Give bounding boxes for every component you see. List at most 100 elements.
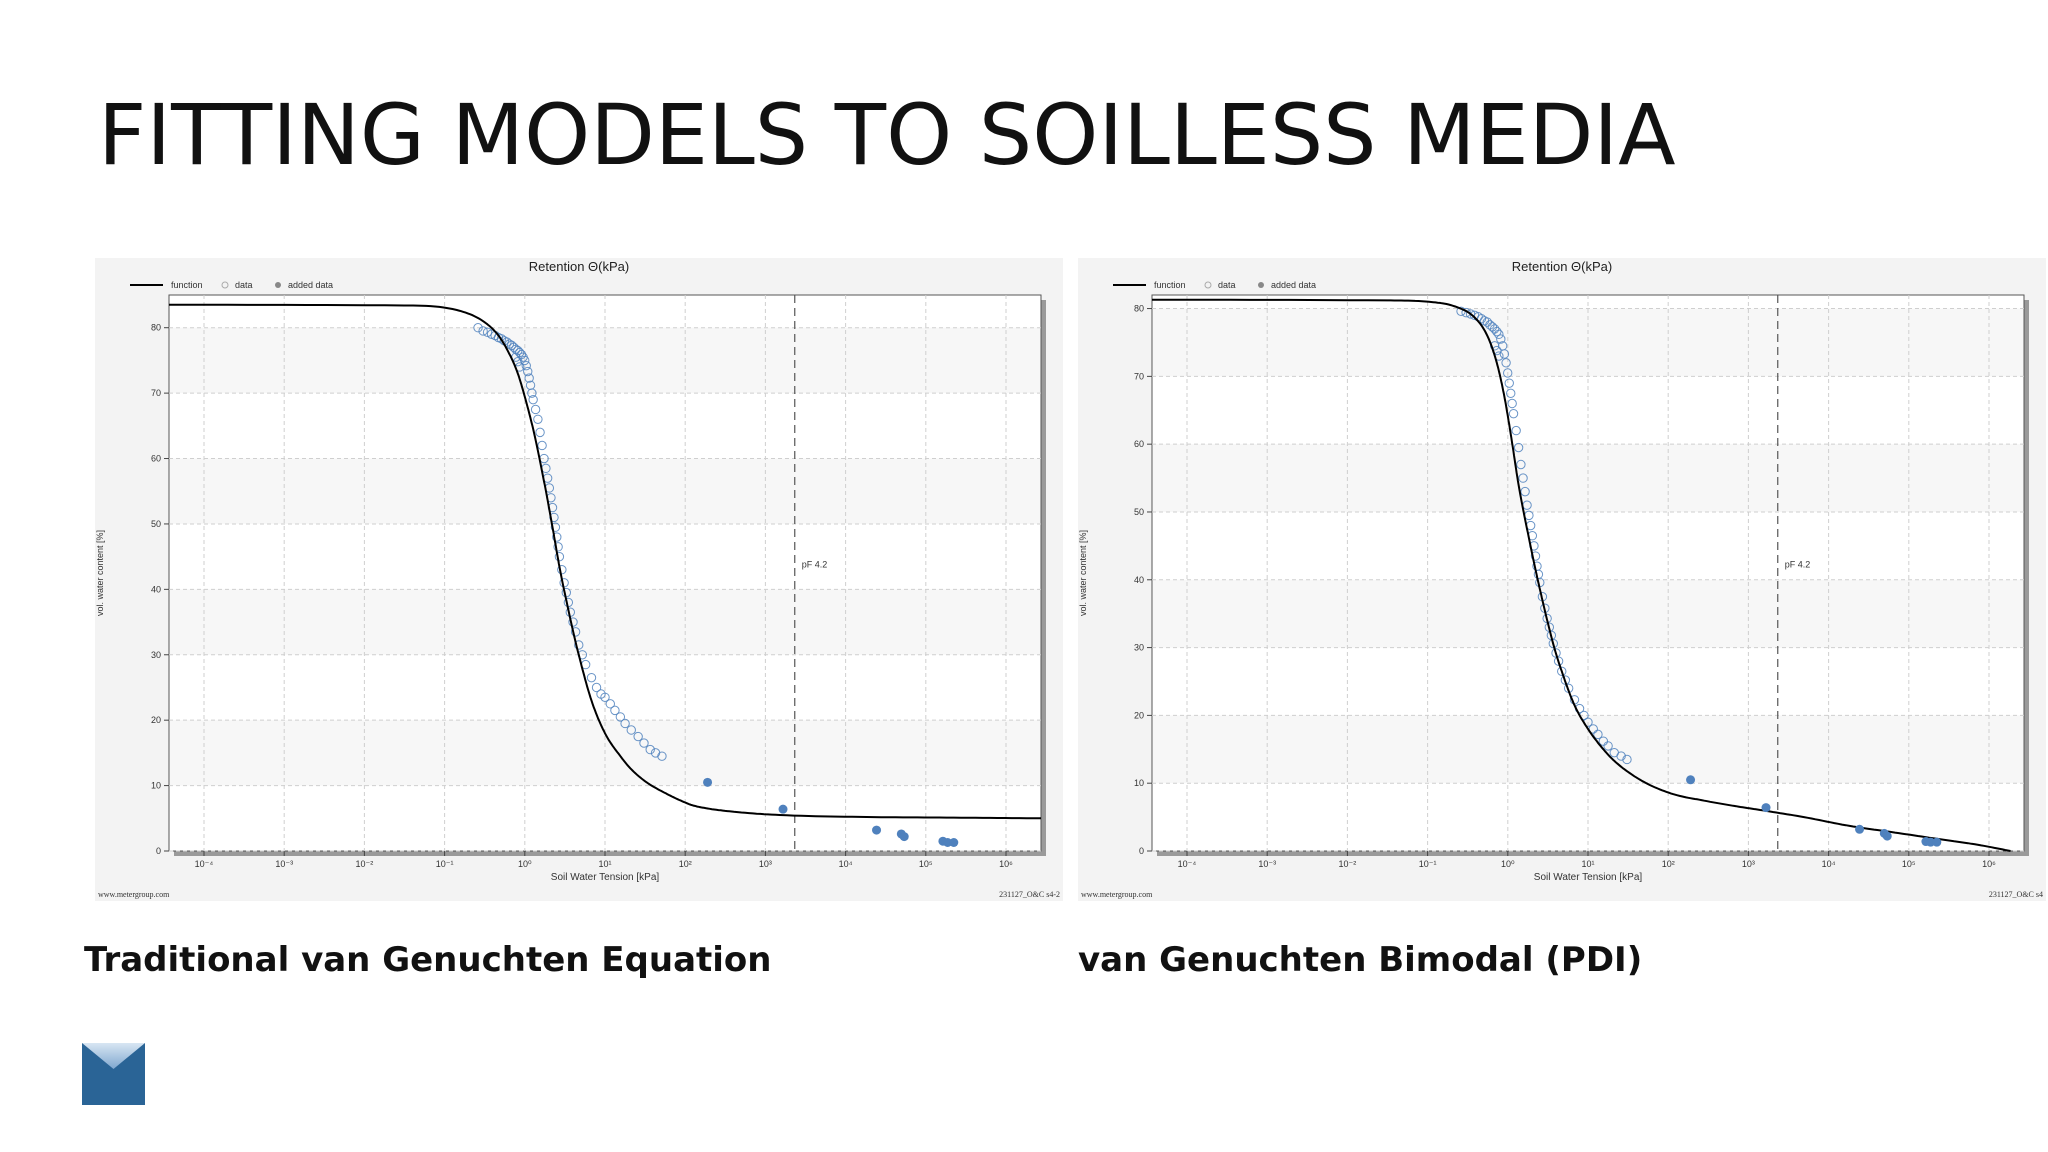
data-point	[1511, 425, 1521, 436]
data-point	[1508, 408, 1519, 419]
y-tick-label: 0	[156, 846, 161, 856]
plot-band	[170, 589, 1040, 655]
x-tick-label: 10⁻²	[1339, 859, 1357, 869]
x-tick-label: 10³	[759, 859, 772, 869]
y-tick-label: 50	[151, 519, 161, 529]
footer-website: www.metergroup.com	[1081, 890, 1153, 899]
data-point	[521, 360, 531, 371]
added-data-point	[943, 837, 953, 847]
added-data-point	[1926, 837, 1936, 847]
y-tick-label: 70	[151, 388, 161, 398]
chart-title: Retention Θ(kPa)	[1512, 259, 1612, 274]
added-data-point	[949, 837, 959, 847]
x-tick-label: 10²	[1662, 859, 1675, 869]
caption-traditional: Traditional van Genuchten Equation	[84, 940, 772, 980]
y-tick-label: 10	[1134, 778, 1144, 788]
legend-data-swatch	[1204, 281, 1212, 289]
data-point	[1501, 358, 1511, 368]
data-point	[552, 532, 562, 542]
x-tick-label: 10⁵	[919, 859, 933, 869]
retention-chart-svg: 0 10 20 30 40 50 60 70 80 10⁻⁴ 10⁻³ 10⁻² 10⁻¹ 10⁰ 10¹ 1…	[95, 258, 1063, 901]
chart-legend: function data added data	[130, 280, 333, 290]
data-point	[615, 712, 626, 722]
data-point	[550, 522, 561, 532]
footer-file-id: 231127_O&C s4-2	[999, 890, 1060, 899]
y-tick-label: 10	[151, 781, 161, 791]
x-tick-label: 10⁴	[1822, 859, 1836, 869]
x-tick-label: 10⁻¹	[436, 859, 454, 869]
data-point	[1603, 741, 1613, 751]
added-data-point	[1855, 824, 1865, 834]
data-point	[1499, 349, 1510, 359]
data-point	[523, 366, 533, 377]
added-data-point	[872, 825, 882, 835]
legend-function-label: function	[1154, 280, 1186, 290]
data-point	[591, 682, 602, 693]
x-tick-label: 10⁰	[518, 859, 532, 869]
data-point	[524, 373, 534, 383]
data-point	[633, 731, 643, 742]
data-point	[533, 414, 543, 424]
footer-file-id: 231127_O&C s4	[1989, 890, 2043, 899]
data-point	[1520, 486, 1530, 497]
caption-bimodal: van Genuchten Bimodal (PDI)	[1078, 940, 1643, 980]
legend-added-data-swatch	[275, 282, 281, 288]
added-data-point	[703, 777, 713, 787]
legend-data-label: data	[235, 280, 253, 290]
x-tick-label: 10²	[679, 859, 692, 869]
chart-legend: function data added data	[1113, 280, 1316, 290]
legend-added-data-swatch	[1258, 282, 1264, 288]
company-logo	[82, 1043, 145, 1105]
legend-added-data-label: added data	[1271, 280, 1316, 290]
y-tick-label: 60	[1134, 439, 1144, 449]
legend-added-data-label: added data	[288, 280, 333, 290]
data-point	[527, 388, 537, 398]
y-tick-label: 30	[151, 650, 161, 660]
x-tick-label: 10⁻⁴	[1178, 859, 1197, 869]
added-data-point	[899, 832, 909, 842]
data-point	[530, 404, 541, 415]
data-point	[620, 718, 630, 729]
logo-chevron	[82, 1043, 145, 1069]
pf42-label: pF 4.2	[1785, 559, 1811, 569]
data-point	[1494, 329, 1504, 340]
y-axis-label: vol. water content [%]	[95, 530, 105, 616]
data-point	[535, 427, 545, 438]
data-point	[1557, 666, 1567, 677]
data-point	[586, 672, 597, 683]
chart-title: Retention Θ(kPa)	[529, 259, 629, 274]
data-point	[1503, 368, 1513, 378]
y-tick-label: 60	[151, 454, 161, 464]
retention-chart-svg: 0 10 20 30 40 50 60 70 80 10⁻⁴ 10⁻³ 10⁻² 10⁻¹ 10⁰ 10¹ 1…	[1078, 258, 2046, 901]
data-point	[1513, 442, 1524, 453]
added-data-point	[1761, 803, 1771, 813]
data-point	[496, 334, 507, 344]
chart-panel-traditional: 0 10 20 30 40 50 60 70 80 10⁻⁴ 10⁻³ 10⁻² 10⁻¹ 10⁰ 10¹ 1…	[95, 258, 1063, 901]
data-point	[478, 326, 488, 336]
x-tick-label: 10⁴	[839, 859, 853, 869]
x-tick-label: 10¹	[598, 859, 611, 869]
data-point	[1598, 736, 1609, 746]
data-point	[1530, 551, 1541, 561]
y-tick-label: 50	[1134, 507, 1144, 517]
footer-website: www.metergroup.com	[98, 890, 170, 899]
x-tick-label: 10⁻³	[1258, 859, 1276, 869]
x-tick-label: 10⁻¹	[1419, 859, 1437, 869]
y-tick-label: 0	[1139, 846, 1144, 856]
data-point	[1553, 656, 1564, 666]
x-tick-label: 10⁶	[999, 859, 1013, 869]
added-data-point	[1882, 831, 1892, 841]
y-tick-label: 40	[151, 584, 161, 594]
added-data-point	[1932, 837, 1942, 847]
added-data-point	[778, 804, 788, 814]
pf42-label: pF 4.2	[802, 559, 828, 569]
added-data-point	[1686, 775, 1696, 785]
x-tick-label: 10⁶	[1982, 859, 1996, 869]
data-point	[1516, 459, 1526, 470]
x-axis-label: Soil Water Tension [kPa]	[551, 872, 660, 883]
x-tick-label: 10⁰	[1501, 859, 1515, 869]
data-point	[626, 725, 636, 735]
data-point	[553, 542, 563, 552]
x-tick-label: 10⁻⁴	[195, 859, 214, 869]
legend-data-swatch	[221, 281, 229, 289]
